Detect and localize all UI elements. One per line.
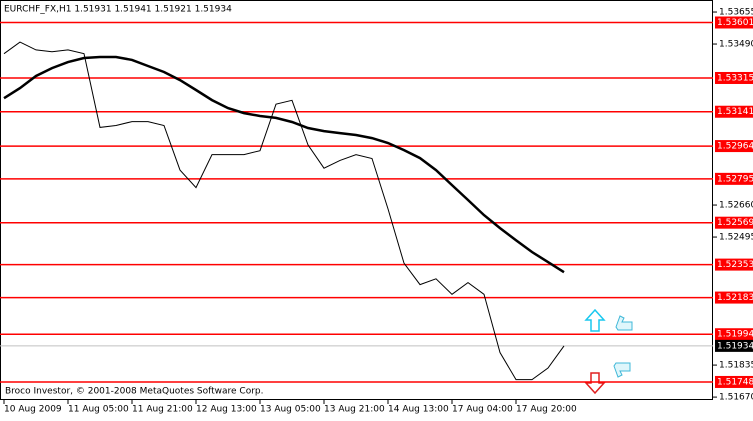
x-tick-label: 10 Aug 2009 — [4, 405, 62, 415]
level-label: 1.53141 — [717, 107, 753, 117]
level-label-box — [715, 375, 753, 388]
level-label-box — [715, 291, 753, 304]
current-price-label: 1.51934 — [717, 341, 753, 351]
x-tick-label: 13 Aug 21:00 — [324, 405, 385, 415]
level-label: 1.52353 — [717, 260, 753, 270]
level-label-box — [715, 105, 753, 118]
y-tick-label: 1.53655 — [719, 8, 753, 18]
plot-frame — [0, 0, 713, 400]
current-price-box — [715, 339, 753, 352]
x-tick-label: 17 Aug 04:00 — [452, 405, 513, 415]
level-label-box — [715, 258, 753, 271]
y-tick-label: 1.51835 — [719, 361, 753, 371]
x-tick-label: 11 Aug 21:00 — [132, 405, 193, 415]
level-label-box — [715, 140, 753, 153]
level-label-box — [715, 172, 753, 185]
y-tick-label: 1.52495 — [719, 233, 753, 243]
thumb-down-icon — [613, 362, 631, 378]
y-tick-label: 1.53490 — [719, 40, 753, 50]
level-label: 1.52964 — [717, 142, 753, 152]
level-label: 1.53315 — [717, 73, 753, 83]
level-label: 1.52795 — [717, 174, 753, 184]
y-tick-label: 1.52660 — [719, 201, 753, 211]
thumb-up-icon — [615, 315, 633, 331]
price-line — [3, 41, 565, 381]
chart-title: EURCHF_FX,H1 1.51931 1.51941 1.51921 1.5… — [4, 5, 232, 15]
level-label: 1.53601 — [717, 18, 753, 28]
level-label-box — [715, 216, 753, 229]
level-label-box — [715, 71, 753, 84]
x-tick-label: 13 Aug 05:00 — [260, 405, 321, 415]
level-label: 1.52569 — [717, 218, 753, 228]
down-arrow — [584, 372, 606, 395]
x-tick-label: 17 Aug 20:00 — [516, 405, 577, 415]
level-label: 1.52183 — [717, 293, 753, 303]
x-tick-label: 14 Aug 13:00 — [388, 405, 449, 415]
level-label-box — [715, 328, 753, 341]
level-label-box — [715, 16, 753, 29]
level-label: 1.51994 — [717, 330, 753, 340]
x-tick-label: 11 Aug 05:00 — [68, 405, 129, 415]
y-tick-label: 1.51670 — [719, 393, 753, 403]
level-label: 1.51748 — [717, 377, 753, 387]
x-tick-label: 12 Aug 13:00 — [196, 405, 257, 415]
price-line — [3, 55, 565, 274]
up-arrow — [584, 308, 606, 332]
footer: Broco Investor, © 2001-2008 MetaQuotes S… — [5, 387, 264, 397]
